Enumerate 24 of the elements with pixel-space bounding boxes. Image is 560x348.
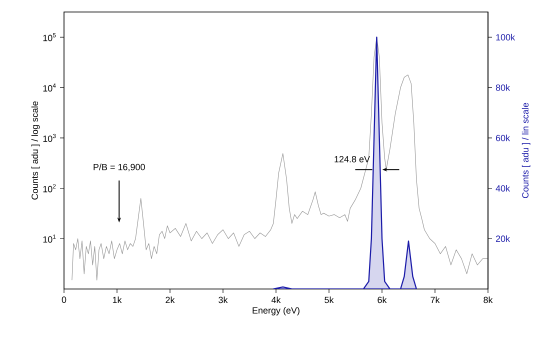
y2-tick-label: 80k [496,84,510,91]
x-tick-label: 5k [324,296,334,304]
x-axis-title: Energy (eV) [252,306,300,316]
x-tick-label: 4k [271,296,281,304]
y2-tick-label: 40k [496,184,510,192]
x-tick-label: 0 [62,296,66,303]
y-tick-label: 10$^{4}$ [43,84,56,92]
annotation: 124.8 eV [334,156,370,162]
y2-tick-label: 20k [496,235,510,242]
y-tick-label: 10$^{2}$ [43,184,56,192]
x-tick-label: 1k [112,296,122,304]
y-tick-label: 10$^{5}$ [43,33,56,42]
x-tick-label: 2k [166,296,175,304]
y2-tick-label: 100k [496,34,516,40]
x-tick-label: 6k [378,296,387,304]
x-tick-label: 8k [484,296,493,304]
y2-axis-title: Counts [ adu ] / lin scale [522,102,530,198]
annotation: P/B = 16,900 [94,164,145,172]
y-tick-label: 10$^{1}$ [43,234,56,243]
x-tick-label: 3k [218,296,228,304]
y-axis-title: Counts [ adu ] / log scale [31,101,40,200]
y-tick-label: 10$^{3}$ [43,134,56,142]
y2-tick-label: 60k [496,134,510,142]
x-tick-label: 7k [430,296,440,304]
